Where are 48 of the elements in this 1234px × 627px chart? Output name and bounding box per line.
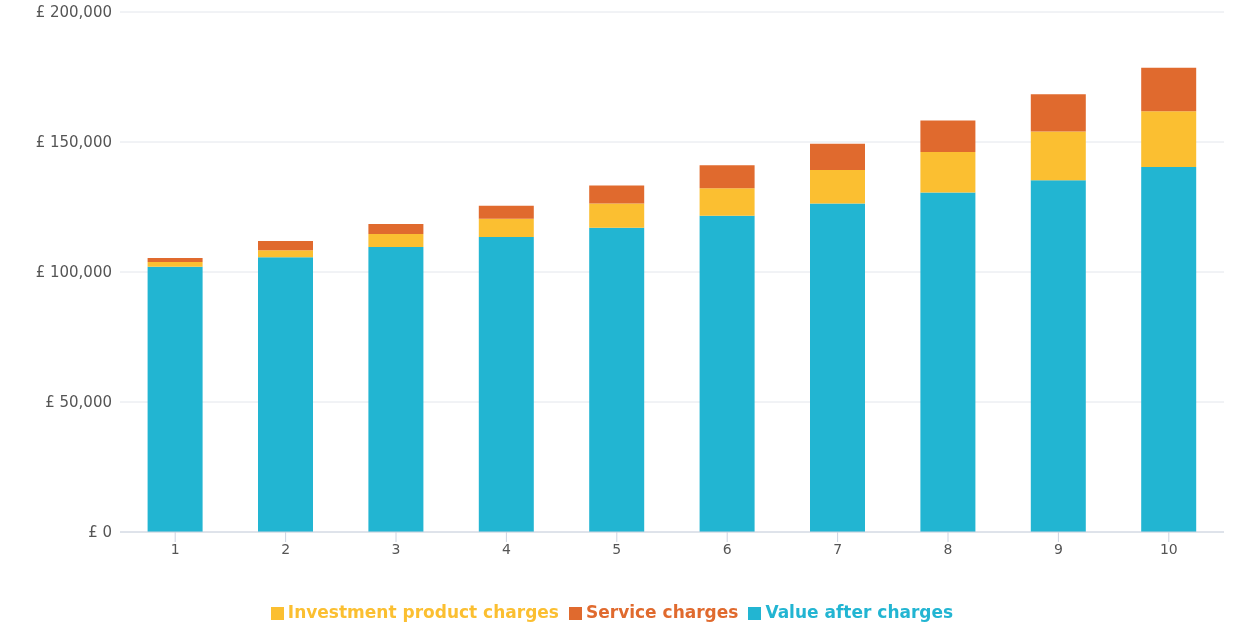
y-tick-label: £ 0 [88, 523, 112, 542]
bar [920, 192, 976, 532]
bar [1030, 180, 1086, 532]
bar [478, 218, 534, 237]
y-tick-label: £ 50,000 [45, 393, 112, 412]
bar [810, 170, 865, 204]
legend-label: Service charges [585, 602, 739, 622]
bar [810, 203, 865, 532]
bar [810, 143, 865, 171]
bar [589, 185, 645, 204]
x-tick-label: 2 [281, 540, 291, 557]
x-tick-label: 6 [722, 540, 732, 557]
bar [589, 227, 645, 532]
bar [1141, 111, 1197, 167]
bar [478, 236, 534, 532]
bar [1030, 131, 1086, 181]
bar [1141, 67, 1197, 112]
bar [258, 241, 313, 251]
x-tick-label: 4 [501, 540, 511, 557]
x-tick-label: 8 [943, 540, 953, 557]
bar [147, 266, 203, 532]
bar [147, 262, 203, 267]
bar [1030, 94, 1086, 132]
bar [920, 120, 976, 152]
legend-label: Value after charges [765, 602, 954, 622]
x-tick-label: 10 [1159, 540, 1178, 557]
bar [258, 257, 313, 532]
bar [147, 257, 203, 263]
bar [368, 234, 424, 248]
y-tick-label: £ 200,000 [35, 3, 112, 22]
bar [589, 203, 645, 228]
y-tick-label: £ 100,000 [35, 263, 112, 282]
bar [699, 188, 755, 216]
bar [368, 247, 424, 532]
bar [478, 205, 534, 219]
y-tick-label: £ 150,000 [35, 133, 112, 152]
x-tick-label: 7 [833, 540, 843, 557]
x-tick-label: 1 [170, 540, 180, 557]
bar [699, 215, 755, 532]
bar [258, 250, 313, 258]
x-tick-label: 3 [391, 540, 401, 557]
bar [368, 223, 424, 235]
bar [1141, 166, 1197, 532]
legend-label: Investment product charges [287, 602, 559, 622]
bar [920, 151, 976, 193]
x-tick-label: 9 [1053, 540, 1063, 557]
x-tick-label: 5 [612, 540, 622, 557]
bar [699, 165, 755, 189]
